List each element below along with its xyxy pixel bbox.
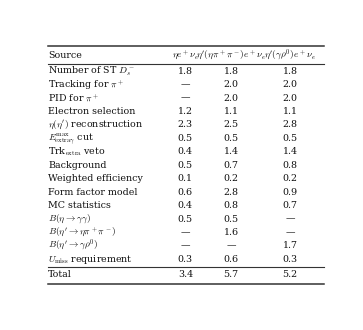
Text: 0.6: 0.6 bbox=[224, 255, 238, 264]
Text: 0.6: 0.6 bbox=[178, 188, 193, 197]
Text: Form factor model: Form factor model bbox=[48, 188, 138, 197]
Text: $\eta(\eta')$ reconstruction: $\eta(\eta')$ reconstruction bbox=[48, 119, 143, 131]
Text: 1.4: 1.4 bbox=[283, 147, 298, 156]
Text: 0.3: 0.3 bbox=[178, 255, 193, 264]
Text: 1.4: 1.4 bbox=[224, 147, 238, 156]
Text: —: — bbox=[226, 241, 236, 250]
Text: 1.2: 1.2 bbox=[178, 107, 193, 116]
Text: 0.8: 0.8 bbox=[224, 201, 238, 210]
Text: 0.5: 0.5 bbox=[224, 214, 238, 223]
Text: 1.1: 1.1 bbox=[283, 107, 298, 116]
Text: 3.4: 3.4 bbox=[178, 271, 193, 280]
Text: $E_{\mathrm{extra}\gamma}^{\mathrm{max}}$ cut: $E_{\mathrm{extra}\gamma}^{\mathrm{max}}… bbox=[48, 131, 94, 146]
Text: 0.2: 0.2 bbox=[283, 174, 298, 183]
Text: —: — bbox=[180, 80, 190, 89]
Text: 1.1: 1.1 bbox=[224, 107, 238, 116]
Text: Weighted efficiency: Weighted efficiency bbox=[48, 174, 143, 183]
Text: 1.8: 1.8 bbox=[224, 67, 238, 76]
Text: 1.7: 1.7 bbox=[283, 241, 298, 250]
Text: $U_{\mathrm{miss}}$ requirement: $U_{\mathrm{miss}}$ requirement bbox=[48, 253, 133, 266]
Text: $\eta'(\eta\pi^+\pi^-)e^+\nu_e$: $\eta'(\eta\pi^+\pi^-)e^+\nu_e$ bbox=[196, 49, 266, 62]
Text: 2.0: 2.0 bbox=[224, 80, 238, 89]
Text: 1.8: 1.8 bbox=[283, 67, 298, 76]
Text: 2.5: 2.5 bbox=[224, 120, 238, 129]
Text: —: — bbox=[180, 228, 190, 237]
Text: 0.5: 0.5 bbox=[178, 214, 193, 223]
Text: Number of ST $D_s^-$: Number of ST $D_s^-$ bbox=[48, 65, 135, 78]
Text: 0.9: 0.9 bbox=[282, 188, 298, 197]
Text: 0.5: 0.5 bbox=[178, 161, 193, 170]
Text: MC statistics: MC statistics bbox=[48, 201, 111, 210]
Text: 2.8: 2.8 bbox=[283, 120, 298, 129]
Text: 5.7: 5.7 bbox=[224, 271, 238, 280]
Text: 0.5: 0.5 bbox=[224, 134, 238, 143]
Text: 0.7: 0.7 bbox=[224, 161, 238, 170]
Text: $B(\eta\to\gamma\gamma)$: $B(\eta\to\gamma\gamma)$ bbox=[48, 213, 91, 225]
Text: —: — bbox=[285, 228, 295, 237]
Text: —: — bbox=[180, 94, 190, 103]
Text: 1.8: 1.8 bbox=[178, 67, 193, 76]
Text: Total: Total bbox=[48, 271, 72, 280]
Text: 2.0: 2.0 bbox=[283, 94, 298, 103]
Text: 0.7: 0.7 bbox=[283, 201, 298, 210]
Text: $\eta'(\gamma\rho^0)e^+\nu_e$: $\eta'(\gamma\rho^0)e^+\nu_e$ bbox=[264, 48, 316, 63]
Text: 0.5: 0.5 bbox=[178, 134, 193, 143]
Text: 0.4: 0.4 bbox=[178, 201, 193, 210]
Text: —: — bbox=[180, 241, 190, 250]
Text: 2.0: 2.0 bbox=[224, 94, 238, 103]
Text: 0.4: 0.4 bbox=[178, 147, 193, 156]
Text: Background: Background bbox=[48, 161, 107, 170]
Text: Source: Source bbox=[48, 51, 82, 60]
Text: 0.3: 0.3 bbox=[282, 255, 298, 264]
Text: $\eta e^+\nu_e$: $\eta e^+\nu_e$ bbox=[172, 49, 199, 62]
Text: $B(\eta'\to\gamma\rho^0)$: $B(\eta'\to\gamma\rho^0)$ bbox=[48, 238, 99, 253]
Text: 5.2: 5.2 bbox=[282, 271, 298, 280]
Text: 2.3: 2.3 bbox=[178, 120, 193, 129]
Text: 2.8: 2.8 bbox=[224, 188, 238, 197]
Text: $B(\eta'\to\eta\pi^+\pi^-)$: $B(\eta'\to\eta\pi^+\pi^-)$ bbox=[48, 226, 117, 239]
Text: 0.8: 0.8 bbox=[283, 161, 298, 170]
Text: Trk$_{\mathrm{extra}}$ veto: Trk$_{\mathrm{extra}}$ veto bbox=[48, 146, 106, 158]
Text: Electron selection: Electron selection bbox=[48, 107, 135, 116]
Text: Tracking for $\pi^+$: Tracking for $\pi^+$ bbox=[48, 78, 125, 91]
Text: 1.6: 1.6 bbox=[224, 228, 238, 237]
Text: 0.5: 0.5 bbox=[282, 134, 298, 143]
Text: —: — bbox=[285, 214, 295, 223]
Text: 0.2: 0.2 bbox=[224, 174, 238, 183]
Text: PID for $\pi^+$: PID for $\pi^+$ bbox=[48, 92, 99, 104]
Text: 0.1: 0.1 bbox=[178, 174, 193, 183]
Text: 2.0: 2.0 bbox=[283, 80, 298, 89]
